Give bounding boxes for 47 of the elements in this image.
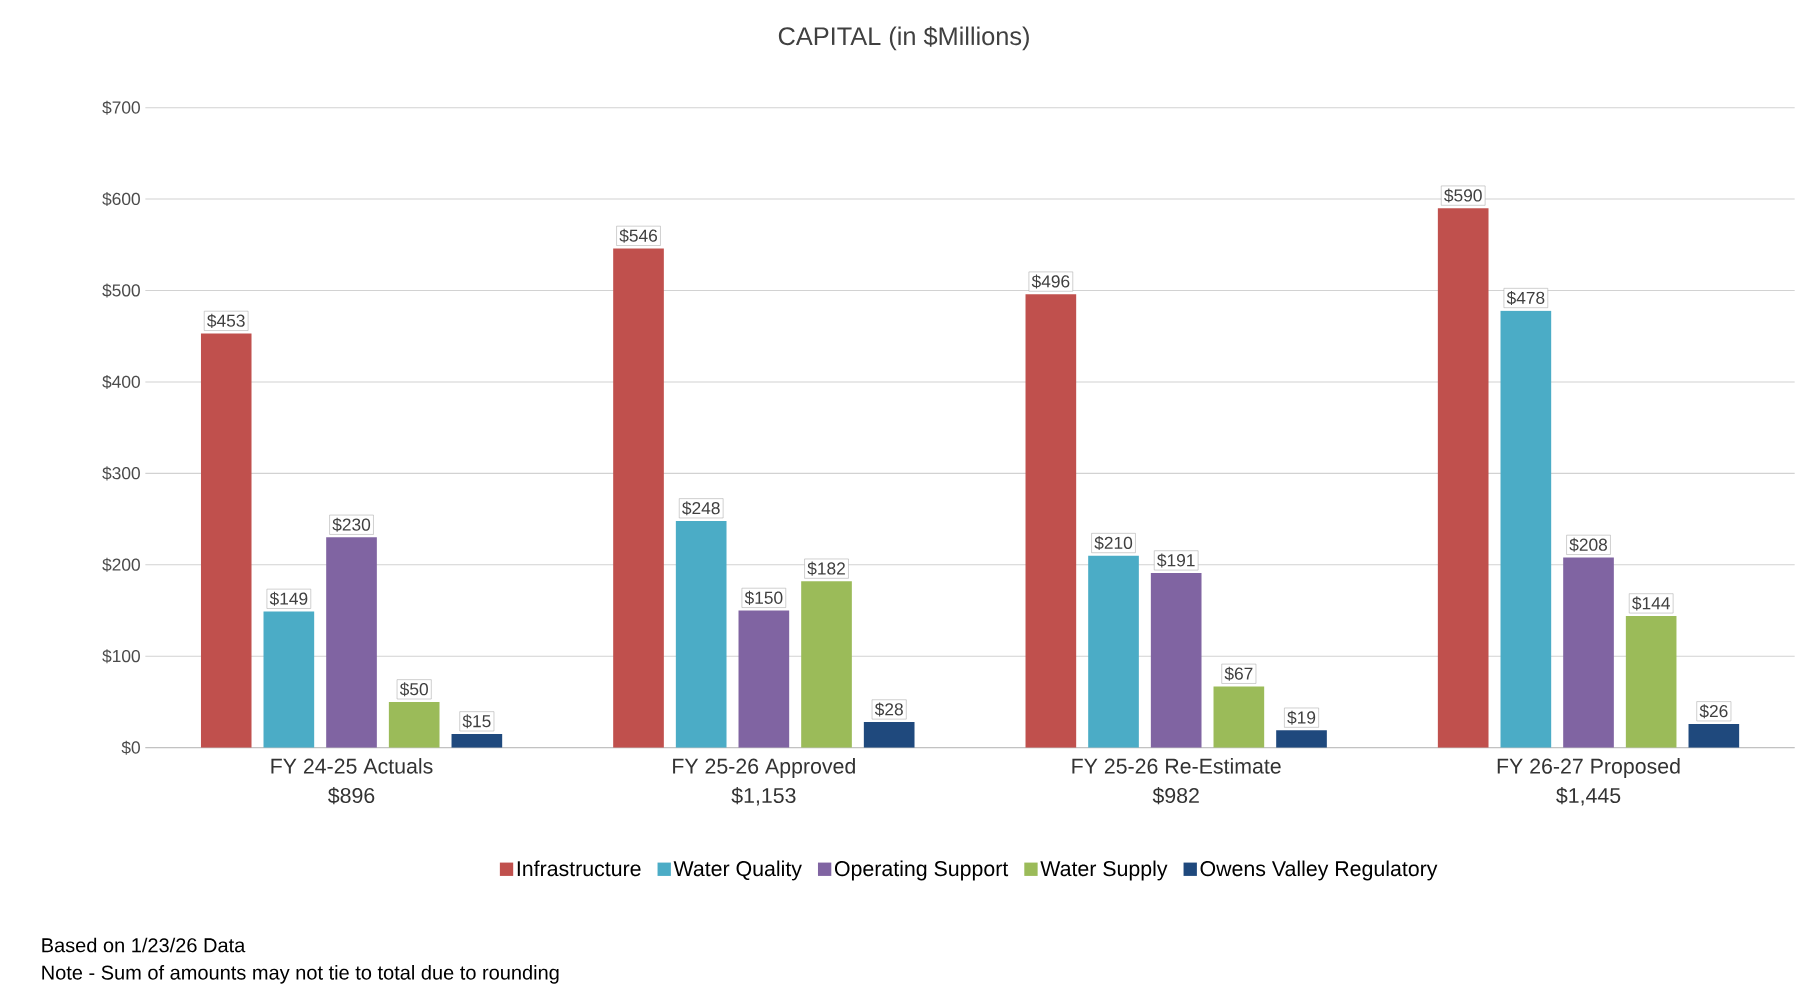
data-label: $19 xyxy=(1287,710,1316,725)
y-tick-label: $0 xyxy=(121,740,140,755)
x-tick-label: FY 26-27 Proposed xyxy=(1497,758,1680,778)
data-label: $67 xyxy=(1224,666,1253,681)
data-label: $496 xyxy=(1031,274,1070,289)
y-tick-label: $200 xyxy=(102,557,140,572)
data-label: $50 xyxy=(399,682,428,697)
y-tick-label: $500 xyxy=(102,283,140,298)
data-label: $208 xyxy=(1569,537,1608,552)
total-label: $1,153 xyxy=(731,787,796,806)
total-label: $1,445 xyxy=(1556,787,1621,806)
data-label: $248 xyxy=(682,501,720,516)
data-label: $28 xyxy=(874,702,903,717)
data-label: $182 xyxy=(807,561,845,576)
legend-label: Water Quality xyxy=(673,860,802,881)
data-label: $150 xyxy=(744,590,783,605)
data-label: $230 xyxy=(332,517,371,532)
data-label: $15 xyxy=(462,714,491,729)
data-label: $149 xyxy=(269,591,308,606)
chart-title: CAPITAL (in $Millions) xyxy=(778,26,1029,51)
data-label: $191 xyxy=(1157,553,1195,568)
legend-label: Infrastructure xyxy=(517,860,641,877)
y-tick-label: $600 xyxy=(102,192,140,207)
data-label: $478 xyxy=(1506,290,1545,306)
y-tick-label: $700 xyxy=(102,100,140,115)
data-label: $590 xyxy=(1444,188,1482,203)
x-tick-label: FY 25-26 Approved xyxy=(673,758,855,778)
x-tick-label: FY 25-26 Re-Estimate xyxy=(1072,758,1281,774)
data-label: $144 xyxy=(1632,596,1670,611)
bar xyxy=(613,248,664,748)
data-label: $546 xyxy=(619,228,658,243)
data-label: $453 xyxy=(207,313,245,328)
bar xyxy=(326,537,377,748)
y-tick-label: $300 xyxy=(102,466,140,481)
total-label: $982 xyxy=(1152,787,1199,805)
y-tick-label: $100 xyxy=(102,649,140,664)
text: Note - Sum of amounts may not tie to total due to rounding xyxy=(42,965,559,984)
data-label: $26 xyxy=(1699,704,1728,719)
data-label: $210 xyxy=(1094,536,1133,551)
total-label: $896 xyxy=(328,787,375,805)
legend-label: Operating Support xyxy=(834,860,1009,881)
y-tick-label: $400 xyxy=(102,374,140,389)
legend-label: Water Supply xyxy=(1040,860,1168,881)
x-tick-label: FY 24-25 Actuals xyxy=(271,758,433,774)
legend-label: Owens Valley Regulatory xyxy=(1200,860,1438,881)
text: Based on 1/23/26 Data xyxy=(42,937,246,953)
bar xyxy=(1563,557,1614,748)
